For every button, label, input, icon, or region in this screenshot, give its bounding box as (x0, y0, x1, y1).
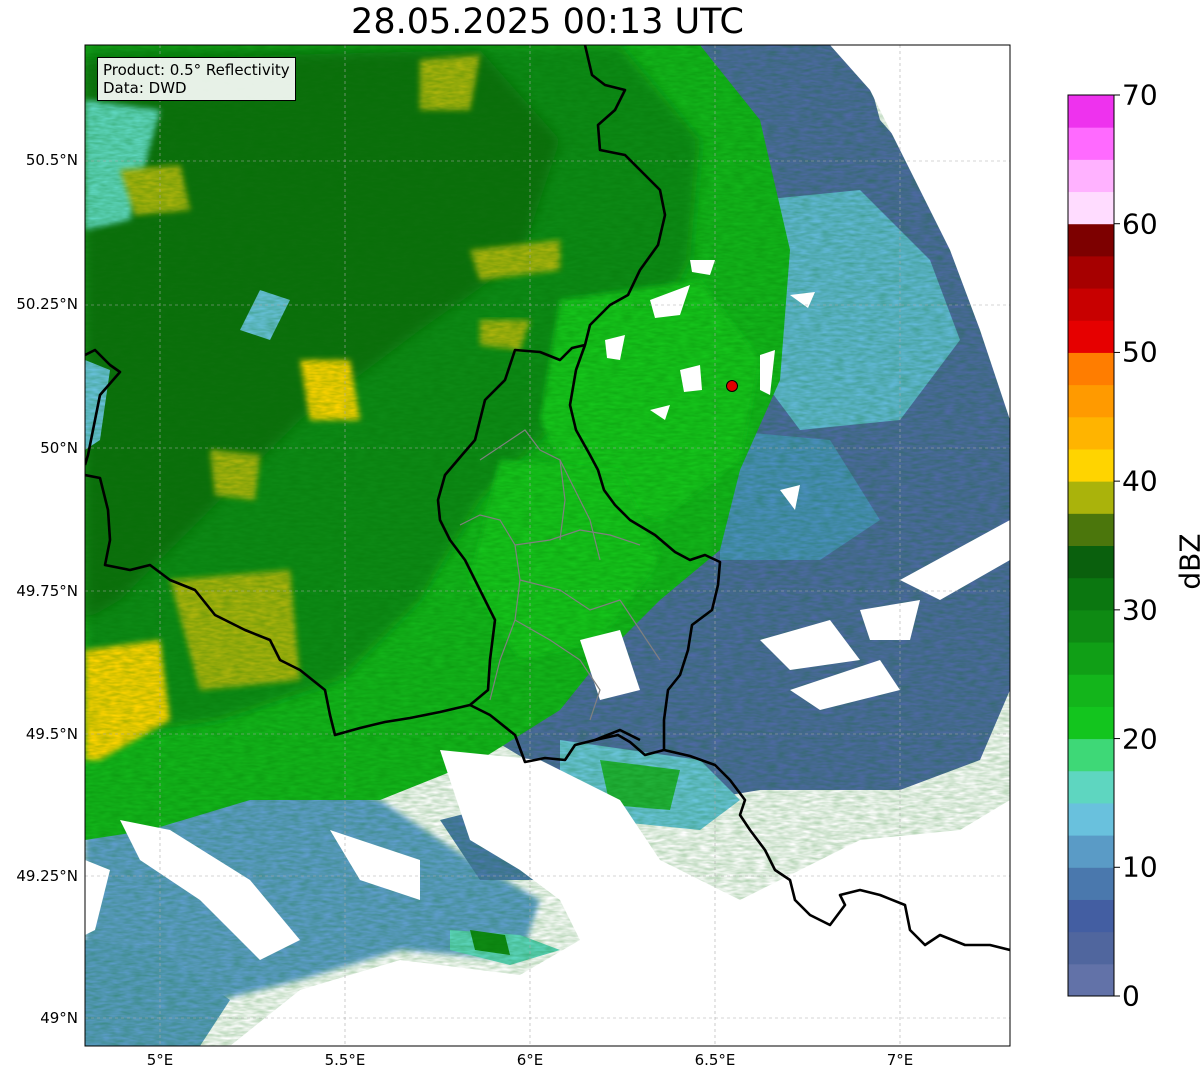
colorbar-segment (1068, 416, 1114, 450)
lon-label: 6.5°E (694, 1051, 736, 1069)
lat-label: 50.25°N (16, 295, 78, 313)
lon-label: 6°E (516, 1051, 544, 1069)
colorbar-tick-label: 0 (1122, 979, 1140, 1013)
colorbar-segment (1068, 674, 1114, 707)
colorbar-segment (1068, 931, 1114, 965)
lat-label: 49°N (40, 1009, 78, 1027)
lat-label: 50°N (40, 439, 78, 457)
colorbar-segment (1068, 545, 1114, 579)
gridlines (85, 45, 1010, 1046)
colorbar-segment (1068, 867, 1114, 900)
district-borders (459, 429, 661, 721)
colorbar-tick-marks (1114, 94, 1120, 997)
reflectivity-layer (85, 45, 1010, 1046)
colorbar-segment (1068, 95, 1114, 128)
colorbar-segment (1068, 706, 1114, 740)
colorbar-segment (1068, 738, 1114, 772)
lon-label: 5°E (146, 1051, 174, 1069)
lat-label: 49.5°N (25, 725, 78, 743)
colorbar-segment (1068, 481, 1114, 514)
radar-site-marker (726, 380, 738, 392)
colorbar-segment (1068, 963, 1114, 997)
colorbar-segment (1068, 802, 1114, 836)
colorbar-segment (1068, 384, 1114, 418)
colorbar-segment (1068, 770, 1114, 804)
colorbar-segment (1068, 223, 1114, 257)
colorbar-tick-label: 50 (1122, 335, 1158, 369)
colorbar-label: dBZ (1173, 533, 1202, 590)
colorbar-segment (1068, 320, 1114, 353)
colorbar-segment (1068, 352, 1114, 386)
country-borders (85, 45, 1010, 952)
data-source-label: Data: DWD (103, 79, 187, 97)
colorbar-segment (1068, 609, 1114, 643)
lat-label: 49.25°N (16, 867, 78, 885)
colorbar-segment (1068, 835, 1114, 868)
lat-label: 49.75°N (16, 582, 78, 600)
colorbar-frame (1067, 94, 1115, 997)
colorbar-tick-label: 70 (1122, 78, 1158, 112)
colorbar-segment (1068, 127, 1114, 160)
info-box: Product: 0.5° Reflectivity Data: DWD (97, 57, 296, 101)
colorbar-segment (1068, 255, 1114, 289)
lat-label: 50.5°N (25, 151, 78, 169)
product-label: Product: 0.5° Reflectivity (103, 61, 290, 79)
colorbar-segment (1068, 448, 1114, 482)
colorbar-segment (1068, 642, 1114, 675)
colorbar-segment (1068, 513, 1114, 546)
colorbar-tick-label: 30 (1122, 593, 1158, 627)
colorbar (1068, 95, 1114, 997)
lon-label: 5.5°E (324, 1051, 366, 1069)
colorbar-segment (1068, 577, 1114, 611)
colorbar-tick-label: 60 (1122, 207, 1158, 241)
colorbar-segment (1068, 159, 1114, 193)
colorbar-tick-label: 10 (1122, 850, 1158, 884)
lon-label: 7°E (886, 1051, 914, 1069)
colorbar-tick-label: 40 (1122, 464, 1158, 498)
colorbar-segment (1068, 288, 1114, 321)
colorbar-segment (1068, 191, 1114, 225)
map-title: 28.05.2025 00:13 UTC (351, 2, 744, 42)
map-frame (84, 44, 1011, 1047)
colorbar-tick-label: 20 (1122, 722, 1158, 756)
colorbar-segment (1068, 899, 1114, 933)
